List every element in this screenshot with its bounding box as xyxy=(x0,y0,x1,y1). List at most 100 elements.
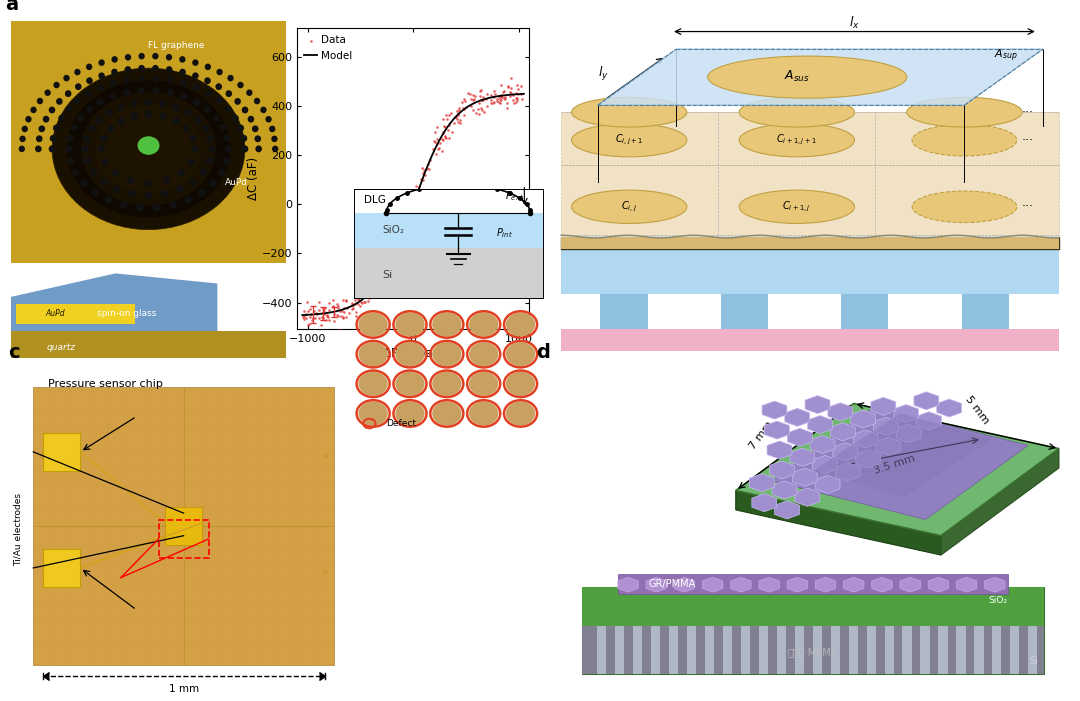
Ellipse shape xyxy=(129,190,136,198)
Ellipse shape xyxy=(123,76,131,83)
Data xyxy=(486,86,503,97)
Ellipse shape xyxy=(100,135,108,142)
Polygon shape xyxy=(562,236,1058,249)
Data xyxy=(355,297,373,308)
Data xyxy=(356,296,374,307)
Data xyxy=(447,111,464,123)
Polygon shape xyxy=(805,395,829,414)
Data xyxy=(315,308,333,320)
Data xyxy=(389,234,406,245)
Data xyxy=(470,108,487,119)
Polygon shape xyxy=(885,626,894,674)
Polygon shape xyxy=(11,273,217,341)
Data xyxy=(297,309,314,320)
Polygon shape xyxy=(841,294,889,329)
Ellipse shape xyxy=(18,146,25,152)
Ellipse shape xyxy=(226,90,232,97)
Data xyxy=(307,313,324,324)
Ellipse shape xyxy=(191,145,199,153)
Ellipse shape xyxy=(145,179,152,187)
Polygon shape xyxy=(903,626,912,674)
Data xyxy=(361,283,378,294)
Polygon shape xyxy=(772,481,797,499)
Model xyxy=(323,308,336,317)
Polygon shape xyxy=(11,21,286,264)
Data xyxy=(414,163,431,174)
Data xyxy=(343,304,361,315)
Ellipse shape xyxy=(131,100,138,107)
Data xyxy=(456,103,473,114)
Ellipse shape xyxy=(183,125,190,132)
Data xyxy=(326,309,343,320)
Data xyxy=(369,280,387,291)
Ellipse shape xyxy=(95,104,202,193)
Text: $P_{ext}$: $P_{ext}$ xyxy=(505,189,525,203)
Ellipse shape xyxy=(739,97,854,127)
Ellipse shape xyxy=(232,115,239,122)
Data xyxy=(483,95,500,106)
Ellipse shape xyxy=(83,157,91,165)
Data xyxy=(380,260,397,271)
Ellipse shape xyxy=(75,69,81,75)
Data xyxy=(337,312,354,323)
Ellipse shape xyxy=(189,135,197,142)
Ellipse shape xyxy=(208,145,216,153)
Ellipse shape xyxy=(359,313,388,336)
Polygon shape xyxy=(16,304,135,324)
Polygon shape xyxy=(815,475,840,494)
Ellipse shape xyxy=(194,116,202,124)
Text: Si: Si xyxy=(1029,656,1039,667)
Ellipse shape xyxy=(113,185,121,193)
Ellipse shape xyxy=(739,190,854,224)
Polygon shape xyxy=(735,404,1058,536)
Data xyxy=(436,131,454,142)
Polygon shape xyxy=(1028,626,1038,674)
Data xyxy=(487,88,504,100)
Polygon shape xyxy=(843,578,864,592)
Ellipse shape xyxy=(49,107,55,114)
Ellipse shape xyxy=(216,69,222,75)
Data xyxy=(390,241,407,252)
Data xyxy=(325,315,342,326)
Polygon shape xyxy=(812,456,837,473)
Data xyxy=(498,102,515,114)
Data xyxy=(474,92,491,103)
Ellipse shape xyxy=(105,196,112,203)
Ellipse shape xyxy=(30,107,37,113)
Data xyxy=(335,313,352,324)
Data xyxy=(464,89,482,100)
Data xyxy=(492,90,510,102)
Polygon shape xyxy=(562,165,1058,235)
Data xyxy=(471,97,488,108)
Data xyxy=(367,271,384,283)
Data xyxy=(363,276,380,287)
Ellipse shape xyxy=(39,125,45,132)
Ellipse shape xyxy=(241,135,247,142)
Ellipse shape xyxy=(43,116,50,123)
Ellipse shape xyxy=(163,177,171,184)
Ellipse shape xyxy=(432,372,461,396)
Polygon shape xyxy=(651,626,660,674)
Ellipse shape xyxy=(86,77,93,84)
Polygon shape xyxy=(11,331,286,358)
Data xyxy=(314,313,332,324)
Text: Pressure sensor chip: Pressure sensor chip xyxy=(48,379,163,389)
Ellipse shape xyxy=(56,98,63,105)
Polygon shape xyxy=(985,578,1005,592)
Ellipse shape xyxy=(395,313,424,336)
Polygon shape xyxy=(957,578,976,592)
Ellipse shape xyxy=(571,123,687,157)
Ellipse shape xyxy=(395,372,424,396)
Data xyxy=(464,104,482,115)
Data xyxy=(443,107,460,118)
Text: d: d xyxy=(536,343,550,362)
Text: ···: ··· xyxy=(1022,200,1034,213)
Ellipse shape xyxy=(224,135,231,142)
Ellipse shape xyxy=(215,83,222,90)
Ellipse shape xyxy=(217,169,226,177)
Polygon shape xyxy=(582,626,1043,674)
Polygon shape xyxy=(836,463,861,481)
Data xyxy=(298,297,315,308)
Data xyxy=(313,312,330,323)
Data xyxy=(428,133,445,144)
